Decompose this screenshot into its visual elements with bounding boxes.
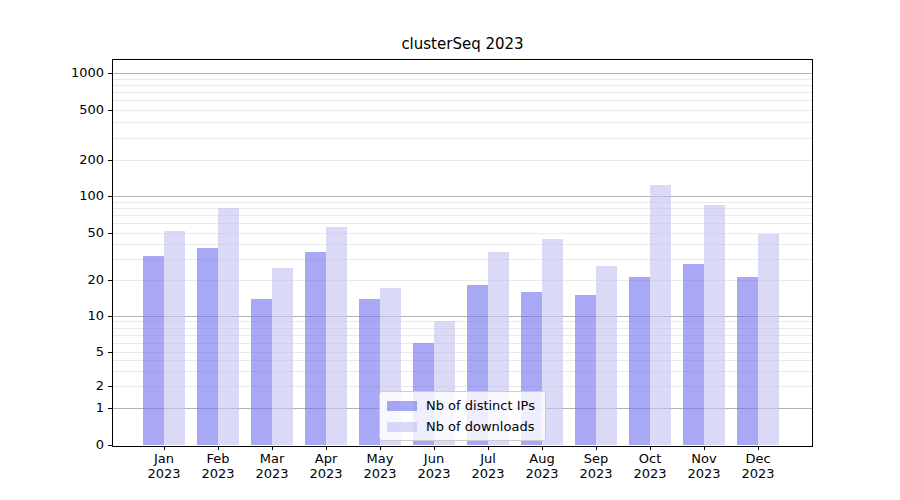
minor-gridline bbox=[113, 122, 812, 123]
bar-distinct-ips bbox=[683, 264, 704, 445]
x-tick-label: Mar 2023 bbox=[244, 451, 300, 481]
bar-downloads bbox=[650, 185, 671, 445]
y-tick-mark bbox=[108, 386, 112, 387]
chart-title: clusterSeq 2023 bbox=[113, 35, 812, 53]
y-tick-label: 200 bbox=[38, 152, 104, 168]
x-tick-mark bbox=[488, 446, 489, 450]
bar-downloads bbox=[596, 266, 617, 445]
bar-distinct-ips bbox=[575, 295, 596, 445]
x-tick-mark bbox=[650, 446, 651, 450]
chart-canvas: clusterSeq 2023 Nb of distinct IPs Nb of… bbox=[0, 0, 900, 500]
x-tick-label: Dec 2023 bbox=[730, 451, 786, 481]
x-tick-label: Feb 2023 bbox=[190, 451, 246, 481]
bar-distinct-ips bbox=[305, 252, 326, 445]
x-tick-mark bbox=[272, 446, 273, 450]
bar-distinct-ips bbox=[143, 256, 164, 445]
y-tick-mark bbox=[108, 110, 112, 111]
minor-gridline bbox=[113, 85, 812, 86]
x-tick-mark bbox=[758, 446, 759, 450]
y-tick-mark bbox=[108, 160, 112, 161]
minor-gridline bbox=[113, 110, 812, 111]
bar-distinct-ips bbox=[629, 277, 650, 445]
legend-label-distinct-ips: Nb of distinct IPs bbox=[426, 398, 535, 413]
y-tick-label: 10 bbox=[38, 308, 104, 324]
legend-item-distinct-ips: Nb of distinct IPs bbox=[387, 397, 539, 414]
bar-distinct-ips bbox=[737, 277, 758, 445]
y-tick-mark bbox=[108, 280, 112, 281]
legend-swatch-downloads-icon bbox=[387, 422, 417, 432]
x-tick-label: Sep 2023 bbox=[568, 451, 624, 481]
x-tick-mark bbox=[434, 446, 435, 450]
bar-downloads bbox=[164, 231, 185, 445]
x-tick-label: Jan 2023 bbox=[136, 451, 192, 481]
bar-distinct-ips bbox=[251, 299, 272, 445]
x-tick-mark bbox=[218, 446, 219, 450]
x-tick-label: Oct 2023 bbox=[622, 451, 678, 481]
x-tick-label: Apr 2023 bbox=[298, 451, 354, 481]
minor-gridline bbox=[113, 100, 812, 101]
y-tick-label: 2 bbox=[38, 378, 104, 394]
y-tick-label: 1000 bbox=[38, 65, 104, 81]
x-tick-mark bbox=[596, 446, 597, 450]
y-tick-mark bbox=[108, 445, 112, 446]
minor-gridline bbox=[113, 160, 812, 161]
major-gridline bbox=[113, 196, 812, 197]
x-tick-label: Jun 2023 bbox=[406, 451, 462, 481]
legend-swatch-distinct-ips-icon bbox=[387, 401, 417, 411]
x-tick-mark bbox=[542, 446, 543, 450]
y-tick-mark bbox=[108, 352, 112, 353]
y-tick-mark bbox=[108, 316, 112, 317]
x-tick-mark bbox=[164, 446, 165, 450]
x-tick-label: May 2023 bbox=[352, 451, 408, 481]
y-tick-label: 500 bbox=[38, 102, 104, 118]
legend: Nb of distinct IPs Nb of downloads bbox=[379, 391, 546, 441]
x-tick-mark bbox=[380, 446, 381, 450]
y-tick-mark bbox=[108, 233, 112, 234]
y-tick-mark bbox=[108, 73, 112, 74]
bar-downloads bbox=[326, 227, 347, 445]
minor-gridline bbox=[113, 79, 812, 80]
major-gridline bbox=[113, 73, 812, 74]
legend-item-downloads: Nb of downloads bbox=[387, 418, 539, 435]
bar-downloads bbox=[758, 234, 779, 445]
legend-label-downloads: Nb of downloads bbox=[426, 419, 534, 434]
minor-gridline bbox=[113, 202, 812, 203]
y-tick-label: 20 bbox=[38, 272, 104, 288]
x-tick-label: Aug 2023 bbox=[514, 451, 570, 481]
x-tick-label: Jul 2023 bbox=[460, 451, 516, 481]
bar-downloads bbox=[218, 208, 239, 445]
y-tick-label: 5 bbox=[38, 344, 104, 360]
y-tick-mark bbox=[108, 196, 112, 197]
bar-downloads bbox=[272, 268, 293, 445]
y-tick-label: 100 bbox=[38, 188, 104, 204]
bar-distinct-ips bbox=[197, 248, 218, 445]
y-tick-label: 50 bbox=[38, 225, 104, 241]
y-tick-label: 1 bbox=[38, 400, 104, 416]
x-tick-mark bbox=[704, 446, 705, 450]
y-tick-label: 0 bbox=[38, 437, 104, 453]
minor-gridline bbox=[113, 92, 812, 93]
bar-distinct-ips bbox=[359, 299, 380, 445]
x-tick-label: Nov 2023 bbox=[676, 451, 732, 481]
x-tick-mark bbox=[326, 446, 327, 450]
bar-downloads bbox=[704, 205, 725, 445]
minor-gridline bbox=[113, 138, 812, 139]
y-tick-mark bbox=[108, 408, 112, 409]
